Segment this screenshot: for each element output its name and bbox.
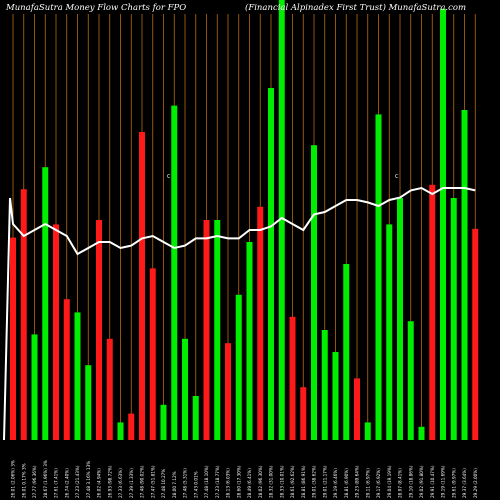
bar-2	[31, 334, 38, 440]
bar-42	[461, 110, 468, 440]
tick-label: 29.37 (3.64%)	[462, 468, 467, 498]
bar-22	[246, 242, 253, 440]
bar-7	[85, 365, 92, 440]
bar-25	[278, 0, 285, 440]
bar-38	[418, 426, 425, 440]
tick-label: 29.11 (6.97%)	[365, 468, 370, 498]
tick-label: 28.33 (10.01%)	[279, 465, 284, 498]
bar-8	[96, 220, 102, 440]
tick-label: 28.81 (6.90%)	[344, 468, 349, 498]
tick-label: 28.61 (92.62%)	[290, 465, 295, 498]
grid-layer	[12, 14, 476, 440]
tick-label: 29.02 (91.80%)	[419, 465, 424, 498]
bar-5	[63, 299, 70, 440]
tick-label: 26.93 (98.72%)	[107, 465, 112, 498]
tick-label: 29.01 (38.62%)	[312, 465, 317, 498]
tick-label: 29.19 (11.69%)	[441, 465, 446, 498]
bar-3	[42, 167, 49, 440]
tick-label: 29.10 (18.86%)	[408, 465, 413, 498]
bar-1	[20, 189, 27, 440]
tick-label: 29.61 (9.97%)	[451, 468, 456, 498]
tick-label: 27.48 (90.02%)	[140, 465, 145, 498]
tick-label: 27.61 (7.41%)	[54, 468, 59, 498]
tick-label: 27.39 (1.33%)	[129, 468, 134, 498]
tick-label: 28.02 (96.30%)	[258, 465, 263, 498]
tick-label: 28.60 (17.30%)	[236, 465, 241, 498]
bar-33	[364, 422, 371, 440]
tick-label: 27.48 3.16% 13%	[86, 461, 91, 498]
bar-34	[375, 114, 382, 441]
bar-9	[106, 338, 113, 440]
bar-13	[149, 268, 156, 440]
bar-39	[429, 184, 436, 440]
chart-title-left: MunafaSutra Money Flow Charts for FPO	[5, 3, 186, 13]
tick-label: 28.67 (1.96%) 3%	[43, 460, 48, 498]
tick-label: 28.81 (86.91%)	[301, 465, 306, 498]
tick-label: 26.01 0.17% 3%	[21, 463, 26, 498]
tick-label: 29.91 (10.47%)	[430, 465, 435, 498]
tick-label: 27.48 (18.10%)	[204, 465, 209, 498]
tick-label: 27.43 0.01%	[193, 471, 198, 498]
tick-label: 28.32 (31.00%)	[269, 465, 274, 498]
bar-43	[472, 228, 479, 440]
tick-label: 27.33 (6.63%)	[118, 468, 123, 498]
bar-4	[53, 224, 59, 440]
bar-29	[321, 330, 328, 440]
bar-37	[407, 321, 414, 440]
bar-21	[235, 294, 242, 440]
tick-label: 26.01 (2.06%) 3%	[11, 460, 16, 498]
tick-label: 28.97 (8.41%)	[398, 468, 403, 498]
tick-label: 27.47 (51.81%)	[150, 465, 155, 498]
tick-label: 29.23 (89.64%)	[355, 465, 360, 498]
bar-layer	[10, 0, 479, 441]
bar-11	[128, 413, 135, 440]
bar-10	[117, 422, 124, 440]
tick-label: 29.17 (6.92%)	[376, 468, 381, 498]
bar-41	[450, 198, 457, 440]
bar-24	[268, 88, 274, 440]
bar-18	[203, 220, 210, 440]
bar-19	[214, 220, 221, 440]
bar-30	[332, 352, 339, 440]
bar-6	[74, 312, 81, 440]
tick-label: 29.01 (21.17%)	[322, 465, 327, 498]
chart-title-right: (Financial Alpinadex First Trust) Munafa…	[245, 2, 466, 13]
marker-label: C	[167, 174, 171, 180]
bar-36	[397, 198, 403, 440]
tick-label: 27.23 (18.77%)	[215, 465, 220, 498]
bar-15	[171, 105, 178, 440]
tick-label: 28.00 7.12%	[172, 471, 177, 498]
tick-label: 27.23 (21.43%)	[75, 465, 80, 498]
tick-label: 27.48 (5.31%)	[183, 468, 188, 498]
bar-16	[182, 338, 188, 440]
bar-35	[386, 224, 393, 440]
bar-31	[343, 264, 350, 440]
tick-label: 29.29 (2.00%)	[473, 468, 478, 498]
bar-20	[225, 343, 231, 440]
tick-label: 29.19 (6.46%)	[333, 468, 338, 498]
bar-23	[257, 206, 264, 440]
bar-26	[289, 316, 296, 440]
tick-label: 27.77 (96.36%)	[32, 465, 37, 498]
tick-label: 28.13 (6.03%)	[226, 468, 231, 498]
tick-label: 29.04 (19.19%)	[387, 465, 392, 498]
tick-label: 26.74 (2.40%)	[64, 468, 69, 498]
bar-40	[440, 8, 446, 441]
bar-0	[10, 237, 16, 440]
bar-32	[354, 378, 360, 440]
tick-label: 27.48 10.27%	[161, 469, 166, 498]
marker-label-secondary: C	[395, 174, 399, 180]
tick-label: 28.49 (6.41%)	[247, 468, 252, 498]
bar-27	[300, 387, 307, 440]
bar-12	[139, 132, 145, 440]
line-layer	[3, 186, 476, 441]
tick-label: 26.02 (4.94%)	[97, 468, 102, 498]
bar-14	[160, 404, 167, 440]
bar-17	[192, 396, 199, 440]
overlay-line	[3, 186, 476, 441]
bar-28	[311, 145, 317, 440]
tick-label-layer: 26.01 (2.06%) 3% 26.01 0.17% 3% 27.77 (96.…	[11, 460, 478, 498]
